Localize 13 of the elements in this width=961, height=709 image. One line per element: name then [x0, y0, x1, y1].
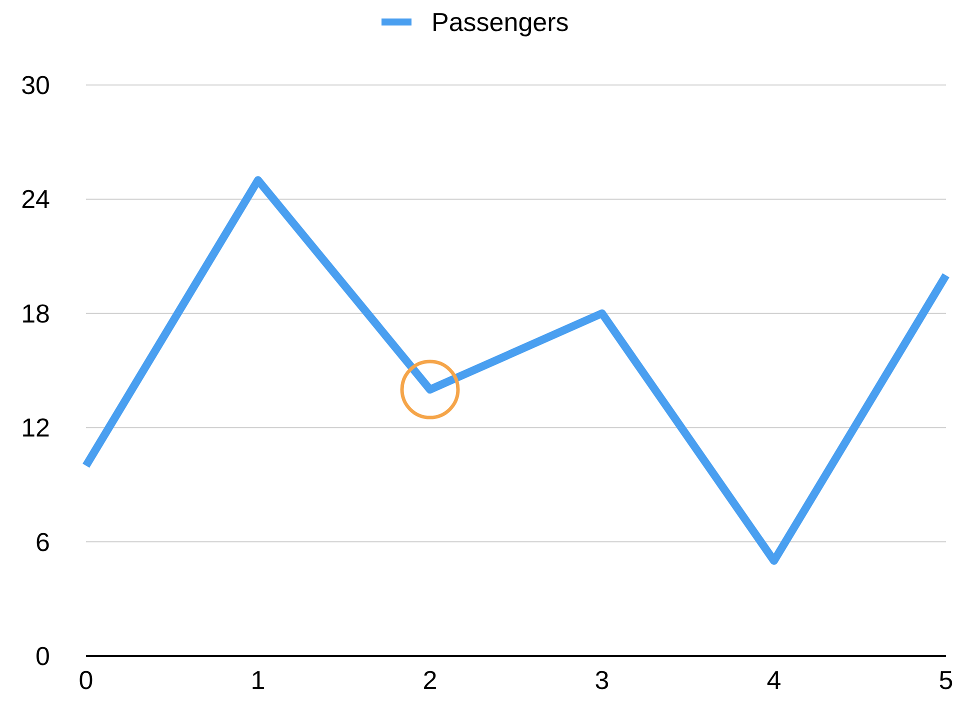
x-tick-label: 3: [594, 665, 610, 695]
legend-label: Passengers: [432, 7, 569, 37]
x-tick-label: 1: [250, 665, 266, 695]
y-tick-label: 24: [21, 184, 50, 214]
x-tick-label: 5: [938, 665, 954, 695]
y-tick-label: 6: [36, 526, 50, 557]
x-tick-label: 0: [78, 665, 94, 695]
y-tick-label: 30: [21, 70, 50, 100]
x-tick-label: 4: [766, 665, 782, 695]
y-tick-label: 12: [21, 412, 50, 443]
x-tick-label: 2: [422, 665, 438, 695]
y-tick-label: 0: [36, 641, 50, 671]
y-tick-label: 18: [21, 298, 50, 328]
